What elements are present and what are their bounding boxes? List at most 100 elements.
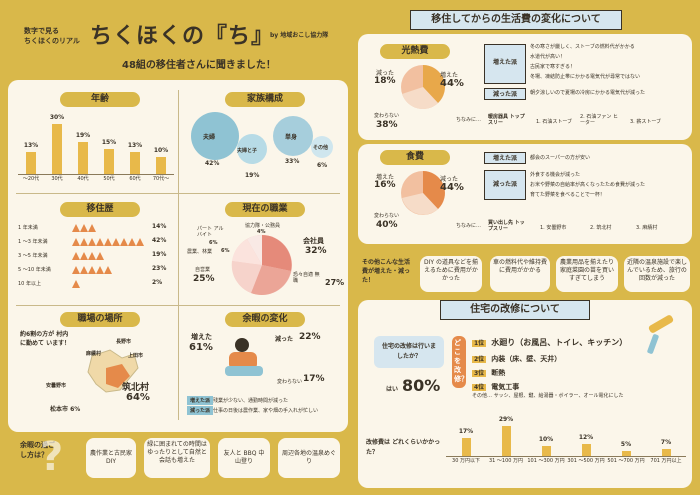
place-chikuhoku: 筑北村 xyxy=(122,383,150,393)
age-bar xyxy=(104,149,114,174)
reno-bar xyxy=(541,445,551,456)
history-row-value: 14% xyxy=(152,223,167,230)
renovation-others: その他… サッシ、屋根、鍵、給湯器・ボイラー、オール電化にした xyxy=(472,393,624,399)
renovation-where: どこを改修？ xyxy=(452,336,468,388)
page-title: ちくほくの『ち』 xyxy=(90,24,275,49)
reno-bar xyxy=(581,443,591,456)
house-icon xyxy=(96,252,104,260)
job-label-civil: 協力隊・公務員 xyxy=(245,223,281,229)
house-icon xyxy=(80,238,88,246)
house-icon xyxy=(104,266,112,274)
light-inc-reason: 古民家で寒すぎる！ xyxy=(530,64,576,70)
renovation-yes-label: はい xyxy=(386,386,399,393)
food-inc-label-left: 増えた xyxy=(376,174,395,181)
food-top-3: 3. 麻績村 xyxy=(636,225,658,231)
family-bubbles: 夫婦 42% 夫婦と子 19% 単身 33% その他 6% xyxy=(185,110,345,190)
house-icon xyxy=(120,238,128,246)
food-inc-reason: 都会のスーパーの方が安い xyxy=(530,155,590,161)
history-row-label: 3 ～5 年未満 xyxy=(18,253,48,259)
job-label-retired: 恐々自適 無職 xyxy=(293,272,320,284)
rank-text: 断熱 xyxy=(491,369,506,377)
matsumoto-value: 6% xyxy=(70,406,81,413)
reno-category-label: 701 万円以上 xyxy=(650,458,682,464)
job-pie xyxy=(231,234,292,295)
age-value-label: 13% xyxy=(23,142,39,150)
family-bubble-couple-child xyxy=(237,134,267,164)
family-value-couple-child: 19% xyxy=(245,172,260,179)
age-value-label: 30% xyxy=(49,114,65,121)
workplace-note: 約6割の方が 村内に勤めて います！ xyxy=(20,331,71,347)
history-row: 5 ～10 年未満 23% xyxy=(18,264,174,276)
reno-category-label: 101 ～300 万円 xyxy=(527,458,565,464)
house-icon xyxy=(80,266,88,274)
house-icon xyxy=(72,224,80,232)
place-nagano: 長野市 xyxy=(116,339,132,345)
chikuhoku-value: 64% xyxy=(126,392,150,403)
light-top-title: 暖房器具 トップスリー xyxy=(488,114,525,126)
food-aside: ちなみに… xyxy=(456,223,482,229)
family-bubble-single xyxy=(273,116,313,156)
food-dec-label: 減った xyxy=(440,176,459,183)
food-tag-dec: 減った派 xyxy=(484,170,526,200)
history-row: 10 年以上 2% xyxy=(18,278,174,290)
renovation-yes-value: 80% xyxy=(402,376,441,395)
age-bar xyxy=(130,152,140,174)
freetime-note-inc: 残業が少ない、通勤時間が減った xyxy=(213,398,289,404)
reno-value-label: 29% xyxy=(498,416,514,423)
freetime-inc-value: 61% xyxy=(189,342,213,353)
family-title: 家族構成 xyxy=(225,92,305,107)
food-top-2: 2. 筑北村 xyxy=(590,225,612,231)
person-illustration xyxy=(225,338,263,378)
light-top-2: 2. 石油ファン ヒーター xyxy=(580,114,618,126)
age-category-label: 40代 xyxy=(77,176,89,182)
light-top-1: 1. 石油ストーブ xyxy=(536,119,573,125)
family-label-other: その他 xyxy=(313,145,329,151)
house-icon xyxy=(88,252,96,260)
history-row-value: 2% xyxy=(152,279,163,286)
light-inc-label: 増えた xyxy=(440,72,459,79)
reno-value-label: 12% xyxy=(578,433,594,441)
freetime-question: 余暇の過ごし方は？ xyxy=(20,441,55,459)
age-value-label: 13% xyxy=(127,142,143,150)
light-cost-title: 光熱費 xyxy=(380,44,450,59)
rank-row: 3位 断熱 xyxy=(472,360,505,379)
house-icon xyxy=(72,238,80,246)
age-bar xyxy=(52,124,62,174)
light-inc-reason: 冬場、凍結防止帯にかかる電気代が尋常ではない xyxy=(530,74,641,80)
reno-bar xyxy=(661,448,671,456)
history-row: 3 ～5 年未満 19% xyxy=(18,250,174,262)
age-category-label: 70代～ xyxy=(152,176,170,182)
rank-text: 電気工事 xyxy=(491,383,520,391)
light-dec-value: 18% xyxy=(374,76,396,86)
age-bar xyxy=(26,152,36,174)
reno-value-label: 7% xyxy=(660,438,672,446)
freetime-same-label: 変わらない xyxy=(277,379,303,385)
by-line: by 地域おこし協力隊 xyxy=(270,32,329,39)
other-cost-1: DIY の道具などを揃えるために費用がかかった xyxy=(420,256,482,292)
freetime-inc-label: 増えた xyxy=(191,333,212,341)
renovation-ranks: 1位 水廻り（お風呂、トイレ、キッチン） 2位 内装（床、壁、天井） 3位 断熱… xyxy=(472,330,672,396)
family-bubble-couple xyxy=(191,112,239,160)
light-cost-pie xyxy=(401,65,445,110)
renovation-chart: 17% 29% 10% 12% 5% 7% 30 万円以下 31 ～100 万円 101 ～3… xyxy=(446,414,686,488)
job-label-agri: 農業、林業 xyxy=(187,249,213,255)
job-label-company: 会社員 xyxy=(303,237,324,245)
age-value-label: 15% xyxy=(101,139,117,146)
family-value-couple: 42% xyxy=(205,160,220,167)
tools-icon xyxy=(640,314,680,356)
age-category-label: 60代 xyxy=(129,176,141,182)
rank-row: 1位 水廻り（お風呂、トイレ、キッチン） xyxy=(472,330,627,349)
house-icon xyxy=(88,266,96,274)
question-mark-icon: ? xyxy=(40,434,64,480)
living-cost-title: 移住してからの生活費の変化について xyxy=(410,10,622,30)
food-same-value: 40% xyxy=(376,220,398,230)
rank-text: 水廻り（お風呂、トイレ、キッチン） xyxy=(491,338,628,347)
renovation-q2: 改修費は どれくらいかかった？ xyxy=(366,439,441,456)
history-row-value: 19% xyxy=(152,251,167,258)
family-label-couple: 夫婦 xyxy=(203,134,216,141)
job-value-company: 32% xyxy=(305,246,327,256)
family-label-single: 単身 xyxy=(285,134,298,141)
food-same-label: 変わらない xyxy=(374,213,400,219)
light-dec-label: 減った xyxy=(376,70,395,77)
job-value-part: 6% xyxy=(209,240,218,246)
